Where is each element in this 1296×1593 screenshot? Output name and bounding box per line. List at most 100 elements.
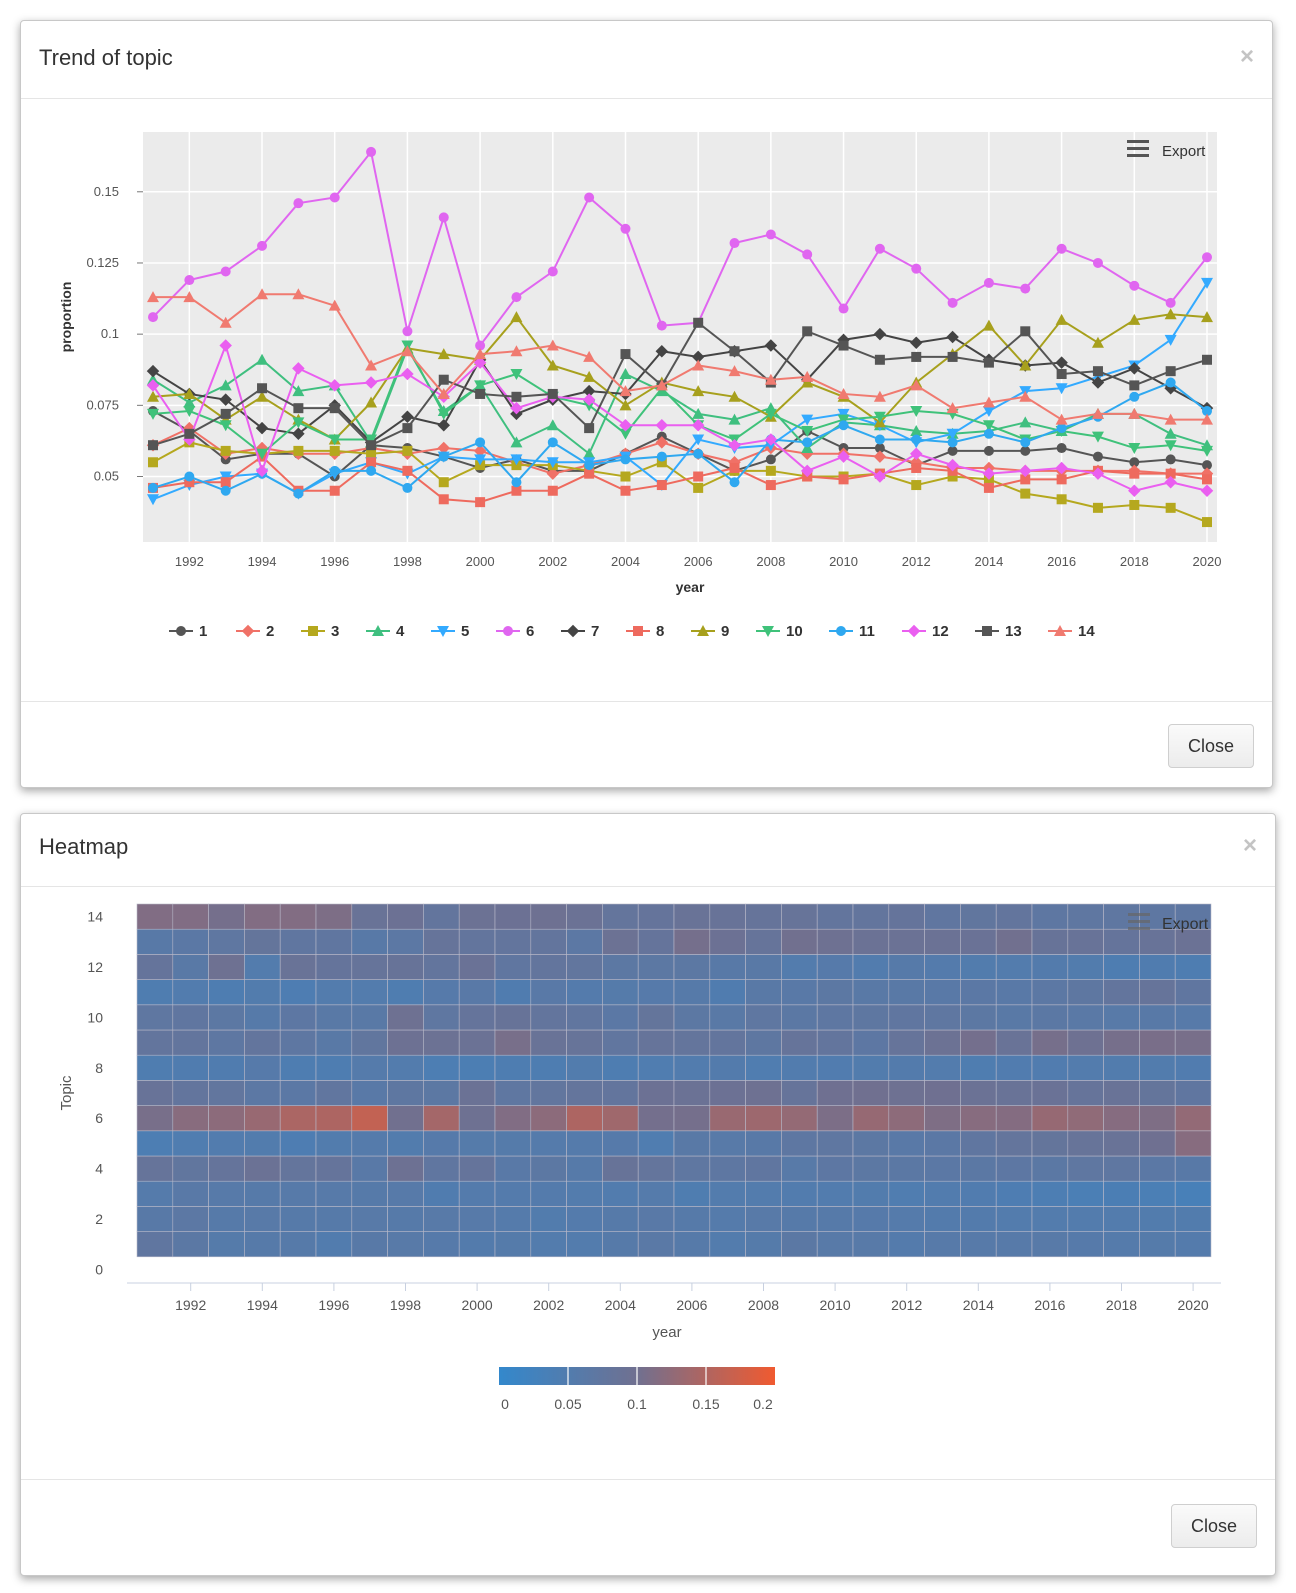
heatmap-cell <box>1067 979 1104 1006</box>
data-point <box>911 263 922 274</box>
heatmap-cell <box>1139 928 1176 955</box>
data-point <box>1019 359 1032 371</box>
data-point <box>220 266 231 277</box>
data-point <box>148 457 158 468</box>
data-point <box>292 427 305 441</box>
data-point <box>838 420 849 431</box>
legend-item: 4 <box>366 623 405 640</box>
heatmap-cell <box>279 954 317 980</box>
data-point <box>620 223 631 234</box>
heatmap-cell <box>1031 1105 1069 1132</box>
heatmap-cell <box>781 903 818 930</box>
heatmap-cell <box>1174 1105 1212 1132</box>
data-point <box>1020 474 1031 485</box>
heatmap-cell <box>315 1180 353 1207</box>
legend-marker <box>697 625 709 636</box>
heatmap-cell <box>816 1130 854 1157</box>
x-tick-label: 1992 <box>175 554 204 569</box>
heatmap-cell <box>1103 1155 1140 1182</box>
data-point <box>728 365 741 377</box>
legend-label: 13 <box>1005 623 1022 640</box>
heatmap-modal-title: Heatmap <box>39 834 129 859</box>
trend-close-button[interactable]: Close <box>1168 724 1254 768</box>
heatmap-cell <box>494 979 532 1006</box>
heatmap-cell <box>458 903 496 930</box>
heatmap-cell <box>494 1105 532 1132</box>
data-point <box>1129 499 1140 510</box>
data-point <box>582 384 596 398</box>
heatmap-plot-area: 0 2 4 6 8 10 12 14 Topic 1992 1994 1996 1998 2000 2002… <box>58 903 1221 1412</box>
legend-label: 12 <box>932 623 949 640</box>
data-point <box>982 396 995 408</box>
data-point <box>1129 380 1140 391</box>
heatmap-cell <box>1103 1231 1140 1258</box>
legend-item: 12 <box>902 623 949 640</box>
heatmap-cell <box>709 1231 746 1258</box>
data-point <box>474 454 487 466</box>
data-point <box>547 388 558 399</box>
heatmap-cell <box>387 1029 424 1056</box>
heatmap-cell <box>924 1054 961 1081</box>
data-point <box>1202 406 1212 417</box>
heatmap-cell <box>279 1029 317 1056</box>
heatmap-close-x-icon[interactable]: × <box>1242 832 1257 859</box>
trend-close-x-icon[interactable]: × <box>1239 43 1254 70</box>
heatmap-modal-header: Heatmap × <box>21 814 1275 887</box>
heatmap-cell <box>351 1105 388 1132</box>
data-point <box>1201 311 1213 323</box>
legend-marker <box>503 626 513 636</box>
heatmap-cell <box>172 979 209 1006</box>
heatmap-cell <box>602 954 639 980</box>
data-point <box>729 462 740 473</box>
data-point <box>909 447 923 460</box>
heatmap-modal-footer: Close <box>21 1479 1275 1575</box>
heatmap-row-topic-10 <box>136 1004 1212 1031</box>
data-point <box>510 369 523 381</box>
heatmap-cell <box>244 979 281 1006</box>
data-point <box>583 350 596 362</box>
heatmap-cell <box>172 1105 209 1132</box>
heatmap-cell <box>172 1029 209 1056</box>
legend-item: 14 <box>1048 623 1095 640</box>
heatmap-cell <box>351 1231 388 1258</box>
x-tick-label: 1996 <box>318 1297 349 1313</box>
data-point <box>1202 517 1212 528</box>
data-point <box>401 345 414 357</box>
heatmap-export-button[interactable]: Export <box>1128 913 1209 933</box>
data-point <box>801 370 814 382</box>
heatmap-cell <box>1139 1231 1176 1258</box>
data-point <box>691 350 705 364</box>
heatmap-cell <box>136 1206 174 1232</box>
heatmap-cell <box>244 1180 281 1207</box>
heatmap-cell <box>208 928 245 955</box>
heatmap-cell <box>637 1231 675 1258</box>
legend-item: 3 <box>301 623 339 640</box>
heatmap-cell <box>745 903 782 930</box>
heatmap-cell <box>745 979 782 1006</box>
heatmap-cell <box>709 903 746 930</box>
heatmap-cell <box>924 1155 961 1182</box>
heatmap-cell <box>530 1105 567 1132</box>
heatmap-cell <box>673 1155 711 1182</box>
data-point <box>328 379 341 392</box>
trend-export-button[interactable]: Export <box>1127 140 1206 160</box>
data-point <box>692 407 705 419</box>
heatmap-cell <box>995 954 1033 980</box>
data-point <box>693 482 704 493</box>
heatmap-row-topic-5 <box>136 1130 1212 1157</box>
heatmap-cell <box>709 1180 746 1207</box>
heatmap-cell <box>387 1155 424 1182</box>
heatmap-cell <box>387 1054 424 1081</box>
x-tick-label: 2014 <box>974 554 1003 569</box>
heatmap-cell <box>781 1130 818 1157</box>
legend-marker <box>1054 625 1066 636</box>
data-point <box>656 320 667 331</box>
x-tick-label: 2006 <box>676 1297 707 1313</box>
heatmap-close-button[interactable]: Close <box>1171 1504 1257 1548</box>
heatmap-cell <box>315 1080 353 1106</box>
heatmap-cell <box>1174 954 1212 980</box>
heatmap-cell <box>816 954 854 980</box>
heatmap-row-topic-3 <box>136 1180 1212 1207</box>
data-point <box>474 380 487 392</box>
data-point <box>475 340 486 351</box>
